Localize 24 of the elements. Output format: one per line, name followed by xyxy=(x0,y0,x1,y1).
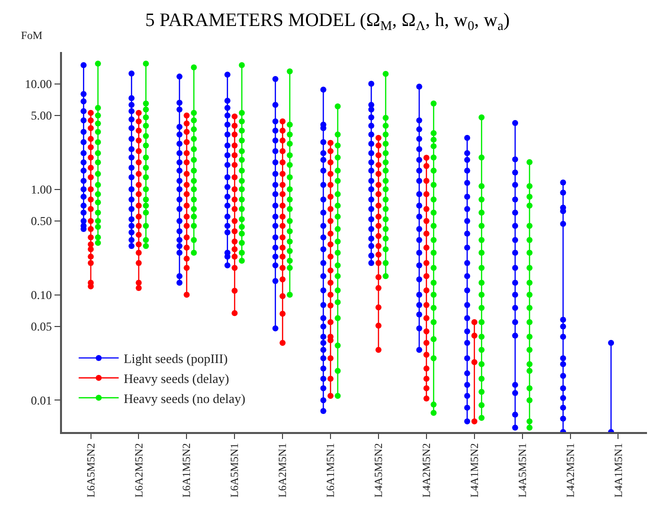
x-tick-label: L4A1M5N2 xyxy=(468,443,481,498)
x-tick-label: L6A5M5N2 xyxy=(85,443,98,498)
x-tick-label: L6A2M5N2 xyxy=(133,443,146,498)
x-tick-label: L4A2M5N1 xyxy=(564,443,577,498)
y-tick-label: 0.01 xyxy=(30,393,52,408)
legend-label: Light seeds (popIII) xyxy=(124,351,228,366)
legend-label: Heavy seeds (delay) xyxy=(124,370,230,386)
y-tick-label: 10.00 xyxy=(24,76,52,91)
x-tick-label: L4A5M5N1 xyxy=(516,443,529,498)
chart-title: 5 PARAMETERS MODEL (Ω$_{M}$, Ω$_{Λ}$, h, w$_{0}$, w$_{a}$) xyxy=(145,10,510,33)
x-tick-label: L6A2M5N1 xyxy=(277,443,290,498)
x-tick-label: L6A5M5N1 xyxy=(229,443,242,498)
y-tick-label: 5.00 xyxy=(30,108,52,123)
x-tick-label: L6A1M5N2 xyxy=(181,443,194,498)
x-tick-label: L4A2M5N2 xyxy=(421,443,434,498)
y-tick-label: 0.10 xyxy=(30,288,52,302)
y-axis-title: FoM xyxy=(21,30,43,42)
x-tick-label: L6A1M5N1 xyxy=(325,443,338,498)
x-tick-label: L4A1M5N1 xyxy=(612,443,625,498)
y-tick-label: 1.00 xyxy=(30,182,52,196)
legend-label: Heavy seeds (no delay) xyxy=(124,390,246,406)
x-tick-label: L4A5M5N2 xyxy=(373,443,386,498)
y-tick-label: 0.05 xyxy=(30,320,52,334)
y-tick-label: 0.50 xyxy=(30,214,52,228)
